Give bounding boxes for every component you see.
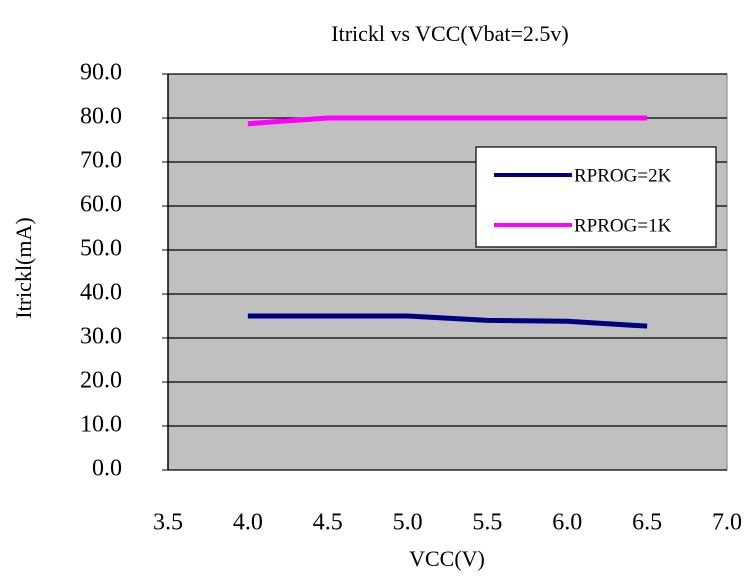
x-tick-label: 7.0: [712, 510, 742, 536]
x-tick-label: 4.0: [233, 510, 263, 536]
y-axis-label: Itrickl(mA): [11, 217, 36, 318]
x-tick-label: 6.0: [552, 510, 582, 536]
y-tick-label: 60.0: [80, 192, 122, 218]
y-tick-label: 50.0: [80, 236, 122, 262]
chart-title: Itrickl vs VCC(Vbat=2.5v): [331, 21, 568, 46]
legend-label: RPROG=1K: [574, 215, 672, 236]
y-tick-label: 20.0: [80, 368, 122, 394]
y-tick-label: 40.0: [80, 280, 122, 306]
legend-box: [475, 146, 717, 248]
x-tick-label: 5.0: [393, 510, 423, 536]
x-axis-label: VCC(V): [409, 546, 485, 571]
x-tick-label: 6.5: [632, 510, 662, 536]
plot-area: [167, 73, 728, 471]
y-tick-label: 0.0: [92, 456, 122, 482]
y-tick-label: 90.0: [80, 60, 122, 86]
x-tick-label: 5.5: [472, 510, 502, 536]
x-tick-label: 4.5: [313, 510, 343, 536]
data-line: [247, 313, 648, 329]
data-line: [247, 115, 648, 127]
legend-label: RPROG=2K: [574, 165, 672, 186]
y-tick-label: 30.0: [80, 324, 122, 350]
x-tick-label: 3.5: [153, 510, 183, 536]
y-tick-label: 70.0: [80, 148, 122, 174]
y-tick-label: 10.0: [80, 412, 122, 438]
legend: RPROG=2K RPROG=1K: [475, 146, 717, 248]
y-tick-label: 80.0: [80, 104, 122, 130]
